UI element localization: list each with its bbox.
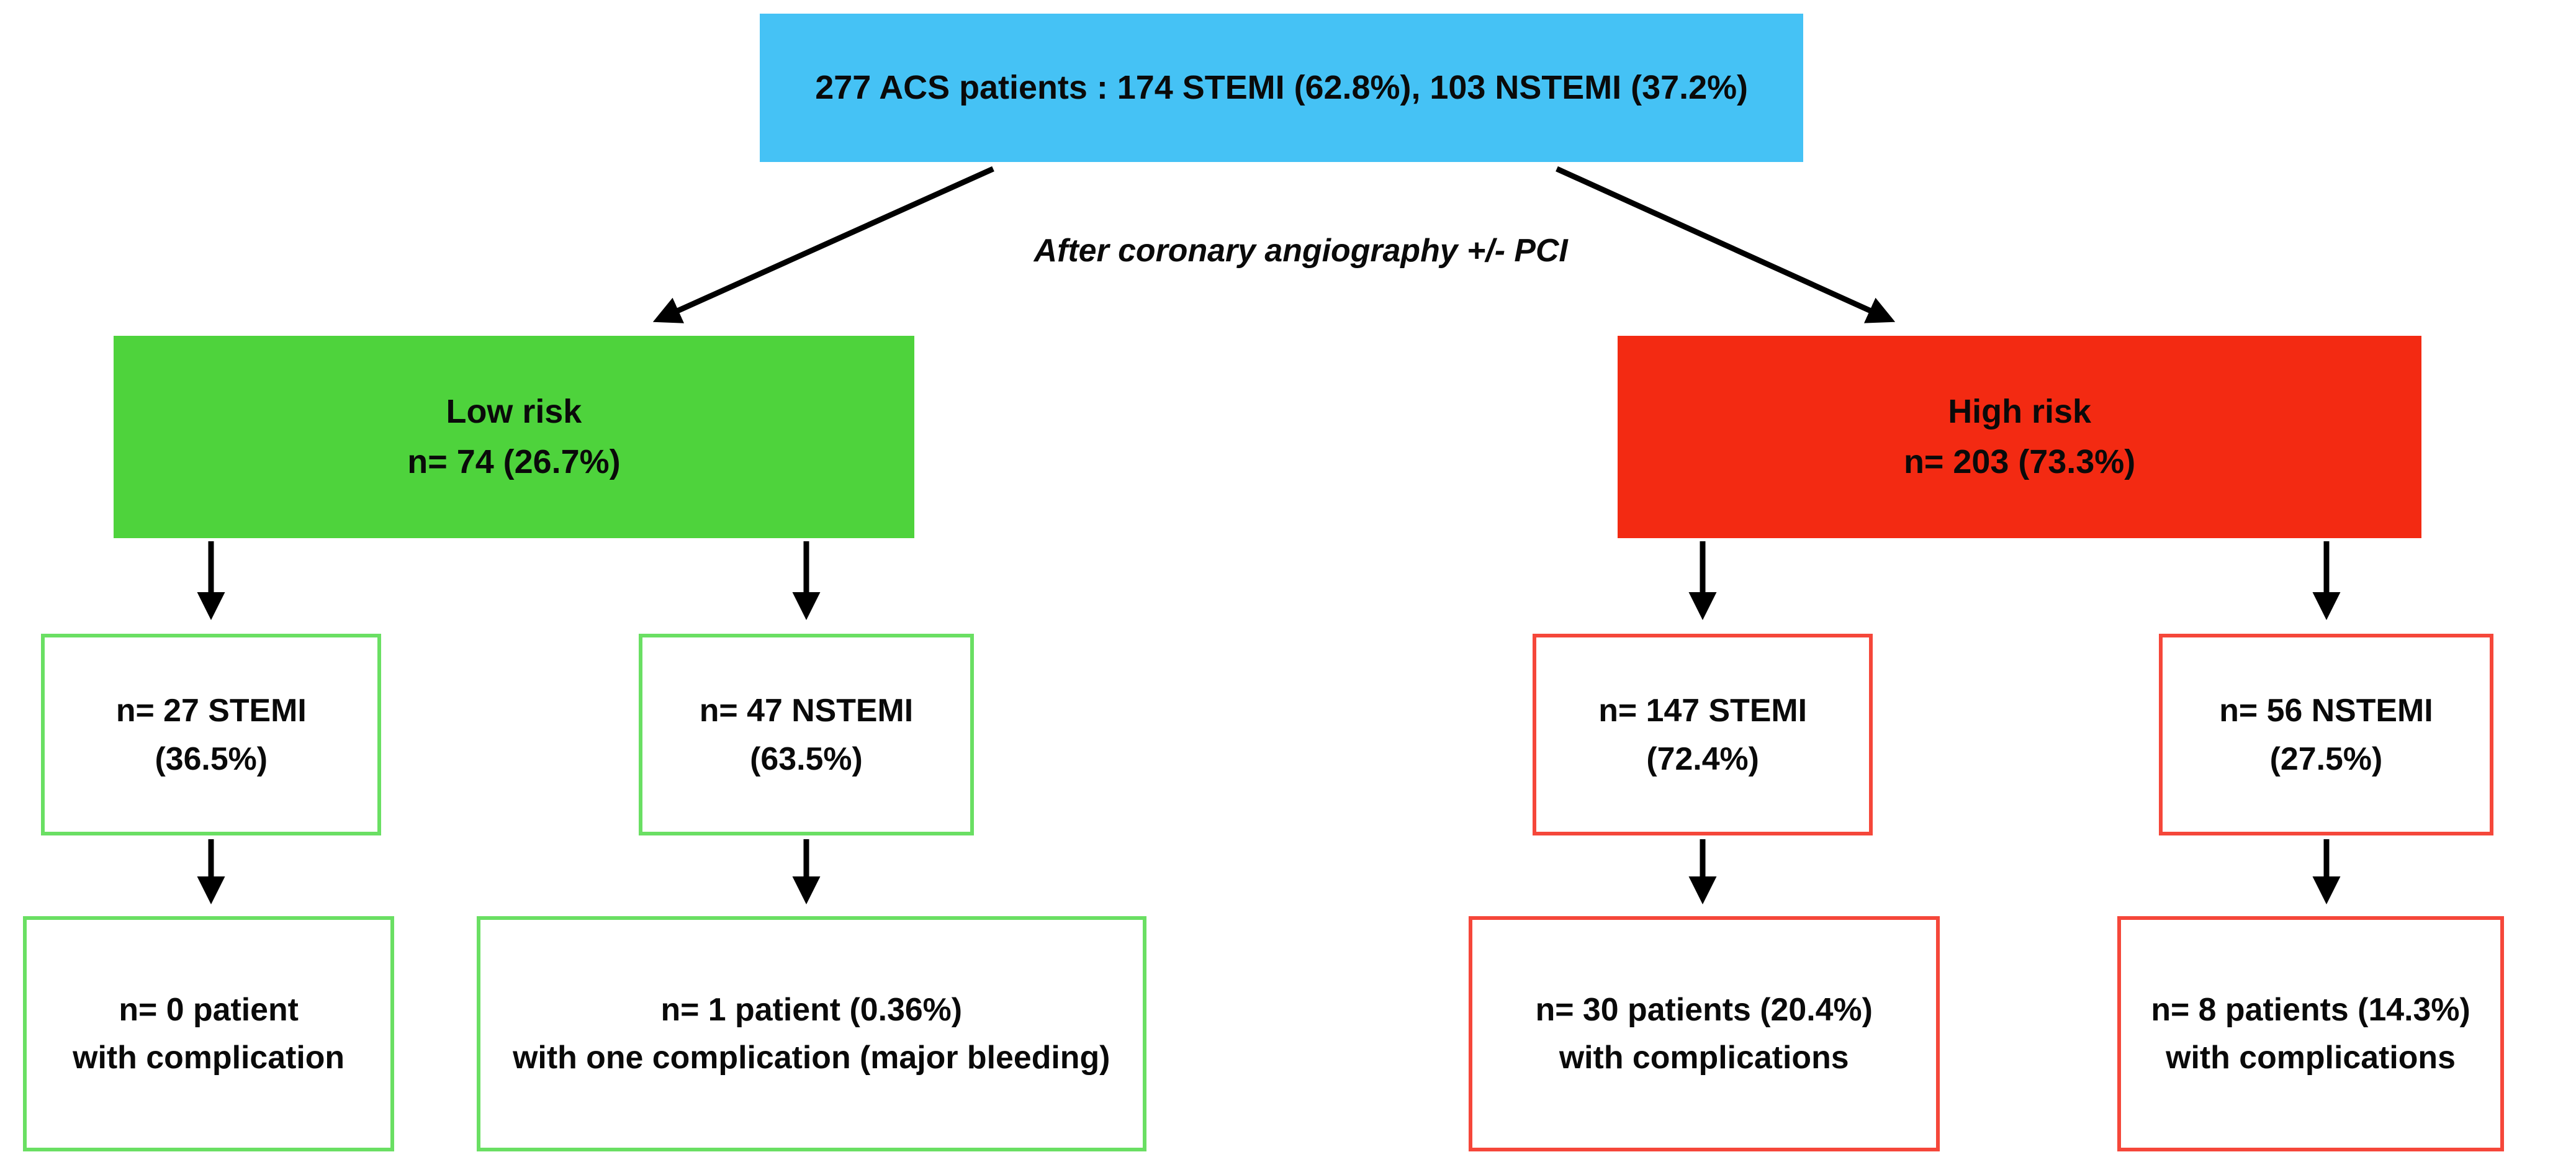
high-nstemi-node: n= 56 NSTEMI (27.5%) xyxy=(2158,634,2494,835)
high-stemi-node: n= 147 STEMI (72.4%) xyxy=(1533,634,1873,835)
high-nstemi-outcome-count: n= 8 patients (14.3%) xyxy=(2151,991,2470,1027)
high-stemi-outcome-count: n= 30 patients (20.4%) xyxy=(1535,991,1873,1027)
low-nstemi-outcome-node: n= 1 patient (0.36%) with one complicati… xyxy=(476,916,1146,1151)
root-node: 277 ACS patients : 174 STEMI (62.8%), 10… xyxy=(760,14,1803,162)
high-stemi-outcome-desc: with complications xyxy=(1559,1039,1849,1076)
high-nstemi-count: n= 56 NSTEMI xyxy=(2219,691,2433,728)
high-nstemi-outcome-desc: with complications xyxy=(2166,1039,2456,1076)
high-risk-count: n= 203 (73.3%) xyxy=(1903,443,2136,480)
high-stemi-outcome-node: n= 30 patients (20.4%) with complication… xyxy=(1468,916,1940,1151)
low-stemi-outcome-desc: with complication xyxy=(73,1039,345,1076)
low-stemi-outcome-count: n= 0 patient xyxy=(119,991,299,1027)
high-risk-node: High risk n= 203 (73.3%) xyxy=(1618,335,2421,538)
transition-label: After coronary angiography +/- PCI xyxy=(1034,232,1568,268)
low-nstemi-outcome-count: n= 1 patient (0.36%) xyxy=(660,991,963,1027)
low-stemi-count: n= 27 STEMI xyxy=(115,691,307,728)
high-nstemi-percent: (27.5%) xyxy=(2269,740,2383,777)
high-risk-title: High risk xyxy=(1948,392,2091,430)
low-nstemi-count: n= 47 NSTEMI xyxy=(699,691,914,728)
low-nstemi-node: n= 47 NSTEMI (63.5%) xyxy=(639,634,974,835)
low-risk-node: Low risk n= 74 (26.7%) xyxy=(113,335,915,538)
root-node-label: 277 ACS patients : 174 STEMI (62.8%), 10… xyxy=(815,69,1749,107)
low-risk-count: n= 74 (26.7%) xyxy=(407,443,621,480)
low-risk-title: Low risk xyxy=(446,392,582,430)
high-stemi-count: n= 147 STEMI xyxy=(1598,691,1808,728)
low-nstemi-outcome-desc: with one complication (major bleeding) xyxy=(513,1039,1110,1076)
high-nstemi-outcome-node: n= 8 patients (14.3%) with complications xyxy=(2117,916,2504,1151)
low-stemi-percent: (36.5%) xyxy=(155,740,268,777)
low-stemi-outcome-node: n= 0 patient with complication xyxy=(23,916,394,1151)
low-nstemi-percent: (63.5%) xyxy=(750,740,863,777)
high-stemi-percent: (72.4%) xyxy=(1646,740,1759,777)
low-stemi-node: n= 27 STEMI (36.5%) xyxy=(41,634,382,835)
